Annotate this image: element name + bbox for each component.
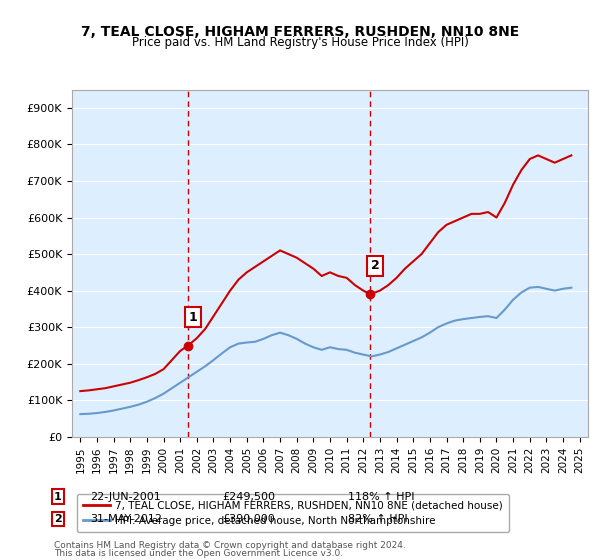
Text: 118% ↑ HPI: 118% ↑ HPI [348, 492, 415, 502]
Text: Price paid vs. HM Land Registry's House Price Index (HPI): Price paid vs. HM Land Registry's House … [131, 36, 469, 49]
Text: 1: 1 [54, 492, 62, 502]
Text: This data is licensed under the Open Government Licence v3.0.: This data is licensed under the Open Gov… [54, 549, 343, 558]
Text: £390,000: £390,000 [222, 514, 275, 524]
Text: 2: 2 [54, 514, 62, 524]
Text: 2: 2 [371, 259, 379, 272]
Text: £249,500: £249,500 [222, 492, 275, 502]
Text: Contains HM Land Registry data © Crown copyright and database right 2024.: Contains HM Land Registry data © Crown c… [54, 541, 406, 550]
Text: 31-MAY-2012: 31-MAY-2012 [90, 514, 162, 524]
Text: 22-JUN-2001: 22-JUN-2001 [90, 492, 161, 502]
Text: 82% ↑ HPI: 82% ↑ HPI [348, 514, 407, 524]
Text: 1: 1 [188, 311, 197, 324]
Legend: 7, TEAL CLOSE, HIGHAM FERRERS, RUSHDEN, NN10 8NE (detached house), HPI: Average : 7, TEAL CLOSE, HIGHAM FERRERS, RUSHDEN, … [77, 494, 509, 532]
Text: 7, TEAL CLOSE, HIGHAM FERRERS, RUSHDEN, NN10 8NE: 7, TEAL CLOSE, HIGHAM FERRERS, RUSHDEN, … [81, 25, 519, 39]
